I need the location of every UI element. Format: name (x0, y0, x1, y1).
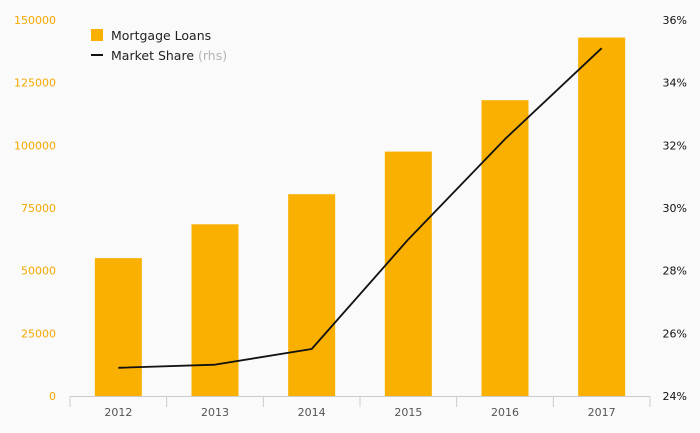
legend-label-market-share: Market Share (rhs) (111, 48, 227, 63)
y-left-tick-label: 50000 (21, 265, 56, 278)
x-axis: 2012 2013 2014 2015 2016 2017 (69, 396, 651, 419)
y-left-tick-label: 0 (49, 390, 56, 403)
y-right-tick-label: 34% (663, 77, 687, 90)
legend: Mortgage Loans Market Share (rhs) (91, 28, 227, 63)
x-tick-label-2012: 2012 (104, 406, 132, 419)
y-left-tick-label: 100000 (14, 139, 56, 152)
y-right-tick-label: 30% (663, 202, 687, 215)
y-left-tick-label: 25000 (21, 327, 56, 340)
y-left-tick-label: 150000 (14, 14, 56, 27)
bar-2015 (384, 151, 432, 396)
bar-series-mortgage-loans (94, 37, 626, 397)
y-right-tick-label: 36% (663, 14, 687, 27)
x-tick-label-2014: 2014 (298, 406, 326, 419)
x-tick-label-2016: 2016 (491, 406, 519, 419)
bar-2014 (288, 194, 336, 396)
x-tick-label-2017: 2017 (588, 406, 616, 419)
y-left-tick-label: 75000 (21, 202, 56, 215)
legend-label-mortgage-loans: Mortgage Loans (111, 28, 211, 43)
y-right-tick-label: 32% (663, 139, 687, 152)
y-axis-right: 24% 26% 28% 30% 32% 34% 36% (663, 14, 687, 403)
legend-swatch-mortgage-loans (91, 29, 103, 41)
legend-rhs-suffix: (rhs) (198, 48, 227, 63)
y-right-tick-label: 28% (663, 265, 687, 278)
y-axis-left: 0 25000 50000 75000 100000 125000 150000 (14, 14, 56, 403)
y-right-tick-label: 24% (663, 390, 687, 403)
bar-2012 (94, 258, 142, 396)
bar-2016 (481, 100, 529, 397)
bar-2017 (578, 37, 626, 397)
bar-2013 (191, 224, 239, 396)
line-series-market-share (118, 47, 603, 369)
y-right-tick-label: 26% (663, 327, 687, 340)
y-left-tick-label: 125000 (14, 77, 56, 90)
x-tick-label-2013: 2013 (201, 406, 229, 419)
x-tick-label-2015: 2015 (394, 406, 422, 419)
